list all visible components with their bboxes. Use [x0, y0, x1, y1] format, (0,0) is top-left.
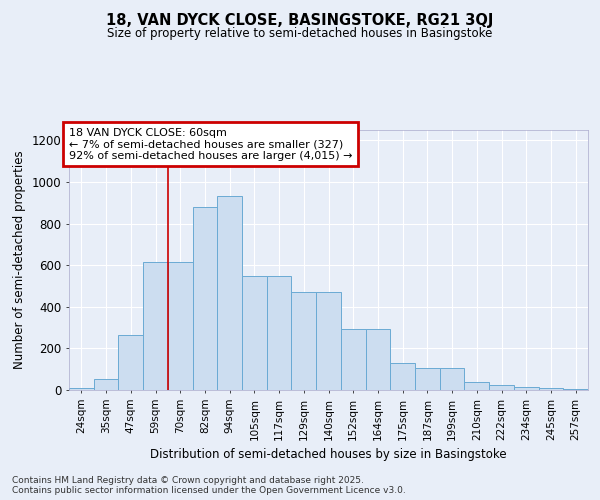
Bar [390, 363, 415, 390]
Text: 18, VAN DYCK CLOSE, BASINGSTOKE, RG21 3QJ: 18, VAN DYCK CLOSE, BASINGSTOKE, RG21 3Q… [106, 12, 494, 28]
Bar [69, 388, 94, 390]
Bar [168, 262, 193, 390]
Text: Contains HM Land Registry data © Crown copyright and database right 2025.
Contai: Contains HM Land Registry data © Crown c… [12, 476, 406, 495]
Bar [316, 292, 341, 390]
Y-axis label: Number of semi-detached properties: Number of semi-detached properties [13, 150, 26, 370]
Bar [143, 262, 168, 390]
Bar [514, 387, 539, 390]
Bar [440, 368, 464, 390]
Text: Size of property relative to semi-detached houses in Basingstoke: Size of property relative to semi-detach… [107, 28, 493, 40]
Bar [193, 207, 217, 390]
Bar [292, 292, 316, 390]
Bar [464, 382, 489, 390]
Bar [341, 328, 365, 390]
Bar [415, 368, 440, 390]
Bar [365, 328, 390, 390]
Text: 18 VAN DYCK CLOSE: 60sqm
← 7% of semi-detached houses are smaller (327)
92% of s: 18 VAN DYCK CLOSE: 60sqm ← 7% of semi-de… [69, 128, 353, 160]
Bar [563, 389, 588, 390]
Bar [118, 335, 143, 390]
Bar [267, 276, 292, 390]
Bar [539, 388, 563, 390]
Bar [217, 196, 242, 390]
X-axis label: Distribution of semi-detached houses by size in Basingstoke: Distribution of semi-detached houses by … [150, 448, 507, 461]
Bar [489, 386, 514, 390]
Bar [242, 276, 267, 390]
Bar [94, 378, 118, 390]
